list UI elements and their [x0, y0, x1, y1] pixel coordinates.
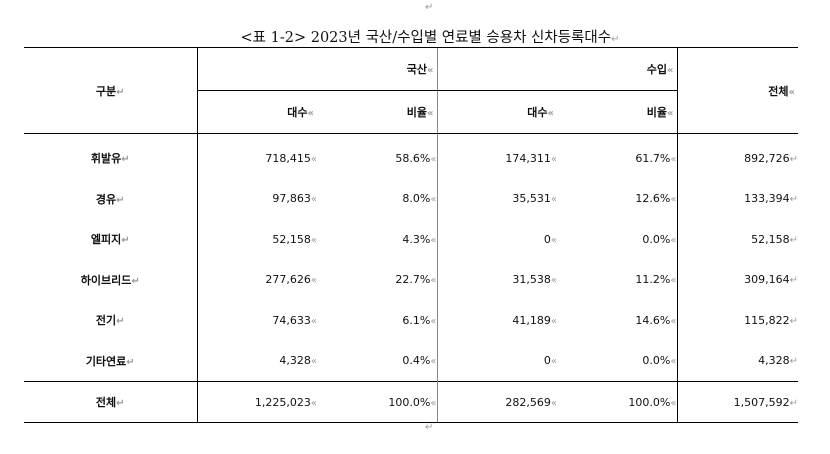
imported-ratio: 12.6%« — [635, 192, 677, 206]
domestic-count: 74,633« — [196, 300, 317, 341]
imported-count: 41,189« — [436, 300, 557, 341]
total-overall: 1,507,592↵ — [676, 381, 798, 423]
total-imported-count: 282,569« — [436, 381, 557, 423]
imported-ratio: 14.6%« — [635, 313, 677, 327]
overall-total: 115,822↵ — [676, 300, 798, 341]
row-label: 기타연료↵ — [85, 354, 135, 368]
domestic-count: 718,415« — [196, 133, 317, 179]
paragraph-mark: ↵ — [425, 422, 434, 433]
domestic-ratio: 4.3%« — [402, 232, 437, 246]
domestic-count: 4,328« — [196, 340, 317, 382]
imported-count: 0« — [436, 340, 557, 382]
row-label: 하이브리드↵ — [80, 273, 140, 287]
table-row: 엘피지↵ 52,158« 4.3%« 0« 0.0%« 52,158↵ — [24, 219, 798, 260]
table-row: 전기↵ 74,633« 6.1%« 41,189« 14.6%« 115,822↵ — [24, 300, 798, 341]
header-total: 전체« — [676, 47, 798, 134]
header-domestic: 국산« — [196, 47, 437, 91]
imported-ratio: 0.0%« — [642, 232, 677, 246]
table-caption: <표 1-2> 2023년 국산/수입별 연료별 승용차 신차등록대수↵ — [0, 26, 830, 47]
table-row: 휘발유↵ 718,415« 58.6%« 174,311« 61.7%« 892,726↵ — [24, 133, 798, 179]
imported-ratio: 61.7%« — [635, 151, 677, 165]
imported-ratio: 11.2%« — [635, 273, 677, 287]
table-row: 기타연료↵ 4,328« 0.4%« 0« 0.0%« 4,328↵ — [24, 340, 798, 382]
paragraph-mark: ↵ — [611, 34, 620, 45]
overall-total: 4,328↵ — [676, 340, 798, 382]
row-label: 전기↵ — [95, 314, 125, 328]
table-row: 경유↵ 97,863« 8.0%« 35,531« 12.6%« 133,394↵ — [24, 178, 798, 219]
row-label: 휘발유↵ — [90, 152, 130, 166]
total-domestic-count: 1,225,023« — [196, 381, 317, 423]
total-row-label: 전체↵ — [24, 381, 197, 423]
imported-count: 35,531« — [436, 178, 557, 219]
domestic-count: 97,863« — [196, 178, 317, 219]
domestic-ratio: 8.0%« — [402, 192, 437, 206]
header-domestic-ratio: 비율« — [317, 90, 437, 134]
imported-count: 31,538« — [436, 259, 557, 300]
paragraph-mark: ↵ — [425, 2, 434, 13]
table-row: 하이브리드↵ 277,626« 22.7%« 31,538« 11.2%« 309,164… — [24, 259, 798, 300]
row-label: 경유↵ — [95, 192, 125, 206]
domestic-ratio: 0.4%« — [402, 354, 437, 368]
total-domestic-ratio: 100.0%« — [317, 381, 437, 423]
header-imported-count: 대수« — [436, 90, 557, 134]
overall-total: 52,158↵ — [676, 219, 798, 260]
imported-count: 0« — [436, 219, 557, 260]
domestic-ratio: 58.6%« — [395, 151, 437, 165]
overall-total: 892,726↵ — [676, 133, 798, 179]
header-category: 구분↵ — [24, 47, 197, 134]
imported-ratio: 0.0%« — [642, 354, 677, 368]
overall-total: 133,394↵ — [676, 178, 798, 219]
fuel-registration-table: 구분↵ 국산« 수입« 전체« 대수« 비율« 대수« 비율« 휘발유↵ 718,… — [24, 47, 798, 423]
header-imported: 수입« — [436, 47, 677, 91]
domestic-count: 52,158« — [196, 219, 317, 260]
header-domestic-count: 대수« — [196, 90, 317, 134]
imported-count: 174,311« — [436, 133, 557, 179]
domestic-count: 277,626« — [196, 259, 317, 300]
overall-total: 309,164↵ — [676, 259, 798, 300]
total-imported-ratio: 100.0%« — [557, 381, 677, 423]
caption-text: <표 1-2> 2023년 국산/수입별 연료별 승용차 신차등록대수 — [240, 30, 612, 46]
row-label: 엘피지↵ — [90, 233, 130, 247]
domestic-ratio: 6.1%« — [402, 313, 437, 327]
domestic-ratio: 22.7%« — [395, 273, 437, 287]
header-imported-ratio: 비율« — [557, 90, 677, 134]
